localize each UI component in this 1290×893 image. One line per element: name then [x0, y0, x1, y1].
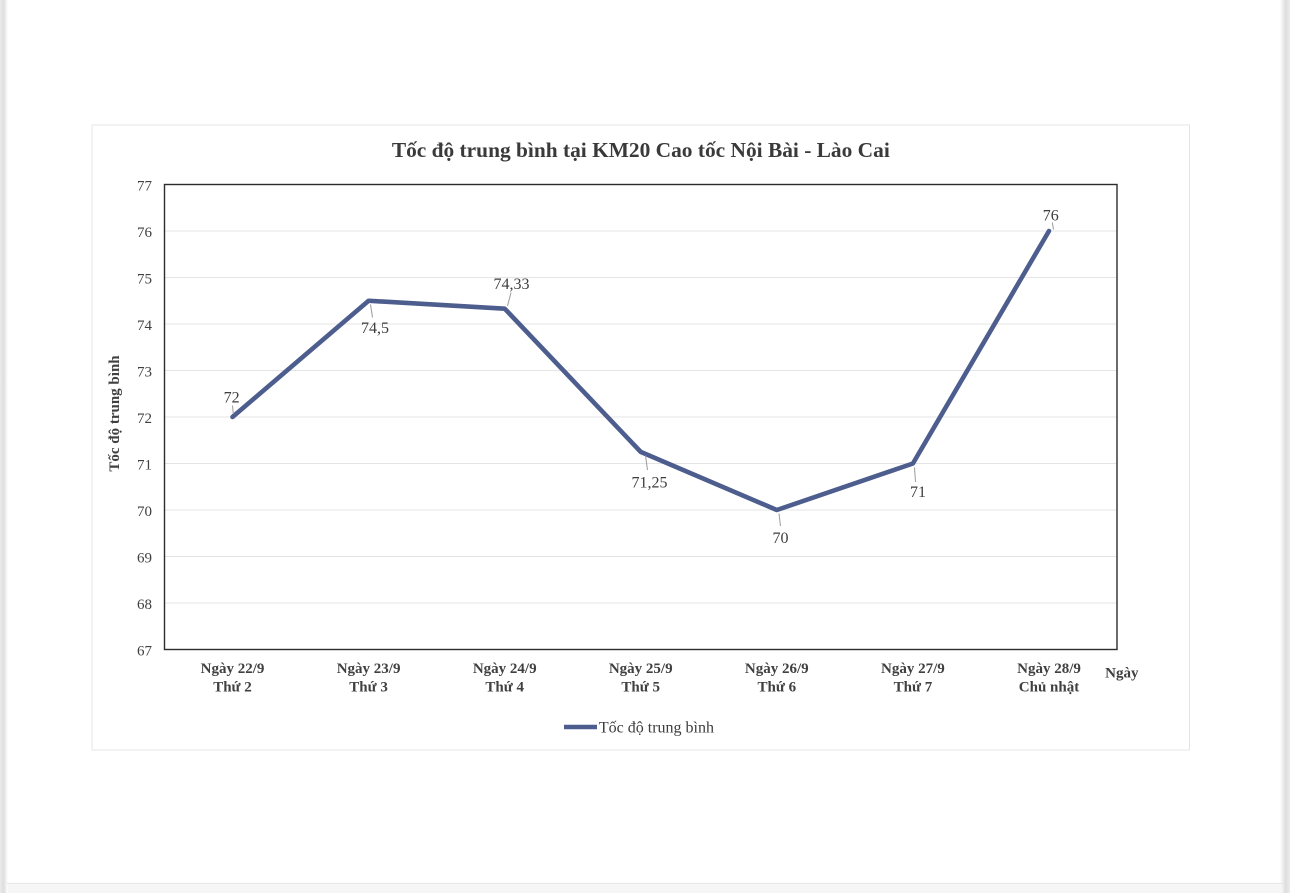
- svg-text:71,25: 71,25: [632, 475, 668, 492]
- svg-text:77: 77: [137, 179, 153, 195]
- svg-text:Ngày 24/9: Ngày 24/9: [473, 661, 537, 677]
- svg-text:69: 69: [137, 551, 152, 567]
- svg-text:Thứ 5: Thứ 5: [621, 680, 660, 696]
- svg-text:74,5: 74,5: [361, 320, 389, 337]
- svg-text:Chủ nhật: Chủ nhật: [1019, 680, 1079, 696]
- svg-text:Tốc độ trung bình: Tốc độ trung bình: [107, 355, 123, 472]
- svg-text:Ngày 23/9: Ngày 23/9: [337, 661, 401, 677]
- svg-text:74: 74: [137, 318, 153, 334]
- svg-text:Ngày 22/9: Ngày 22/9: [201, 661, 265, 677]
- svg-text:Thứ 3: Thứ 3: [349, 680, 388, 696]
- svg-text:73: 73: [137, 365, 152, 381]
- svg-text:Ngày 27/9: Ngày 27/9: [881, 661, 945, 677]
- svg-text:68: 68: [137, 597, 152, 613]
- svg-text:Thứ 2: Thứ 2: [213, 680, 252, 696]
- svg-text:71: 71: [137, 458, 152, 474]
- svg-text:76: 76: [1043, 208, 1059, 225]
- svg-text:75: 75: [137, 272, 152, 288]
- svg-text:Thứ 6: Thứ 6: [757, 680, 796, 696]
- svg-text:74,33: 74,33: [494, 276, 530, 293]
- svg-text:72: 72: [224, 390, 240, 407]
- svg-text:Ngày 26/9: Ngày 26/9: [745, 661, 809, 677]
- svg-text:Tốc độ trung bình tại KM20 Cao: Tốc độ trung bình tại KM20 Cao tốc Nội B…: [392, 138, 890, 162]
- svg-text:Thứ 4: Thứ 4: [485, 680, 524, 696]
- svg-text:67: 67: [137, 644, 153, 660]
- svg-text:Ngày 28/9: Ngày 28/9: [1017, 661, 1081, 677]
- svg-text:72: 72: [137, 411, 152, 427]
- svg-text:Thứ 7: Thứ 7: [894, 680, 933, 696]
- svg-text:70: 70: [137, 504, 152, 520]
- svg-text:Ngày 25/9: Ngày 25/9: [609, 661, 673, 677]
- svg-text:70: 70: [773, 530, 789, 547]
- svg-text:71: 71: [910, 484, 926, 501]
- svg-text:76: 76: [137, 225, 153, 241]
- svg-text:Ngày: Ngày: [1105, 666, 1139, 682]
- svg-text:Tốc độ trung bình: Tốc độ trung bình: [599, 719, 714, 736]
